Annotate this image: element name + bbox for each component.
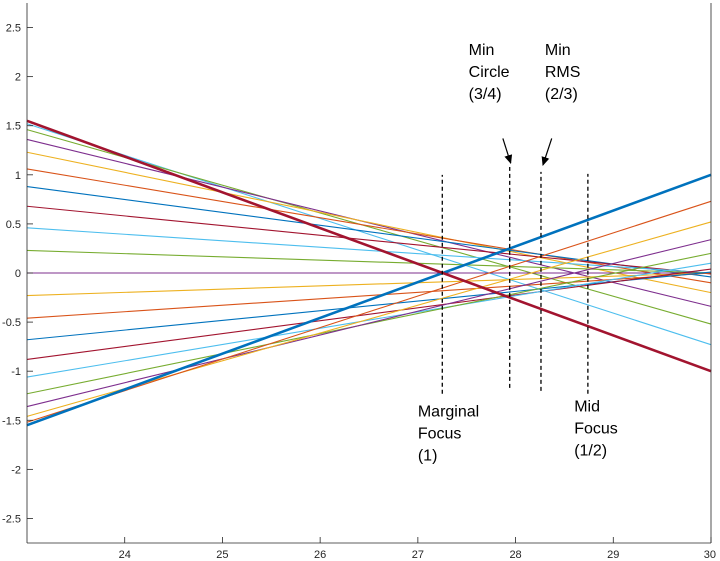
x-tick-label: 25	[216, 549, 228, 561]
y-tick-label: 0	[15, 268, 21, 280]
focus-lines	[441, 166, 589, 394]
ray-line-17	[26, 262, 712, 378]
ray-line-16	[26, 268, 712, 360]
ray-line-9	[26, 205, 712, 275]
ray-line-13	[26, 272, 712, 297]
x-tick-label: 29	[607, 549, 619, 561]
ray-line-19	[26, 239, 712, 408]
y-tick-label: 2	[15, 72, 21, 84]
y-tick-label: 1.5	[6, 121, 21, 133]
ray-line-10	[26, 227, 712, 274]
series-lines	[26, 119, 712, 427]
ray-line-8	[26, 186, 712, 278]
x-tick-label: 27	[412, 549, 424, 561]
ray-line-15	[26, 271, 712, 341]
ray-line-21	[26, 200, 712, 423]
annotations: Min Circle (3/4) Min RMS (2/3) Marginal Focus (1…	[418, 42, 618, 464]
ray-line-7	[26, 168, 712, 284]
axes: 24 25 26 27 28 29 30 2.5 2 1.5 1 0.5 0 -0.5 -1 -1.5 -2 -2…	[2, 3, 716, 561]
ray-line-11	[26, 249, 712, 274]
x-tick-label: 30	[704, 549, 716, 561]
y-tick-label: 2.5	[6, 23, 21, 35]
y-tick-label: 1	[15, 170, 21, 182]
y-tick-label: -2	[11, 464, 21, 476]
y-tick-label: -0.5	[2, 317, 21, 329]
x-tick-label: 24	[119, 549, 131, 561]
x-tick-label: 26	[314, 549, 326, 561]
y-tick-label: -1.5	[2, 415, 21, 427]
ray-line-2	[26, 119, 712, 373]
ray-line-1	[26, 173, 712, 427]
y-tick-label: -1	[11, 366, 21, 378]
annotation-label-4: Mid Focus (1/2)	[574, 398, 618, 459]
annotation-arrow-1	[502, 138, 513, 164]
y-tick-label: 0.5	[6, 219, 21, 231]
annotation-label-2: Min RMS (2/3)	[545, 42, 581, 103]
annotation-label-3: Marginal Focus (1)	[418, 403, 479, 464]
ray-line-6	[26, 151, 712, 294]
annotation-label-1: Min Circle (3/4)	[469, 42, 510, 103]
ray-line-14	[26, 272, 712, 319]
y-tick-label: -2.5	[2, 513, 21, 525]
annotation-arrow-2	[541, 138, 553, 166]
ray-line-3	[26, 123, 712, 346]
x-tick-label: 28	[509, 549, 521, 561]
